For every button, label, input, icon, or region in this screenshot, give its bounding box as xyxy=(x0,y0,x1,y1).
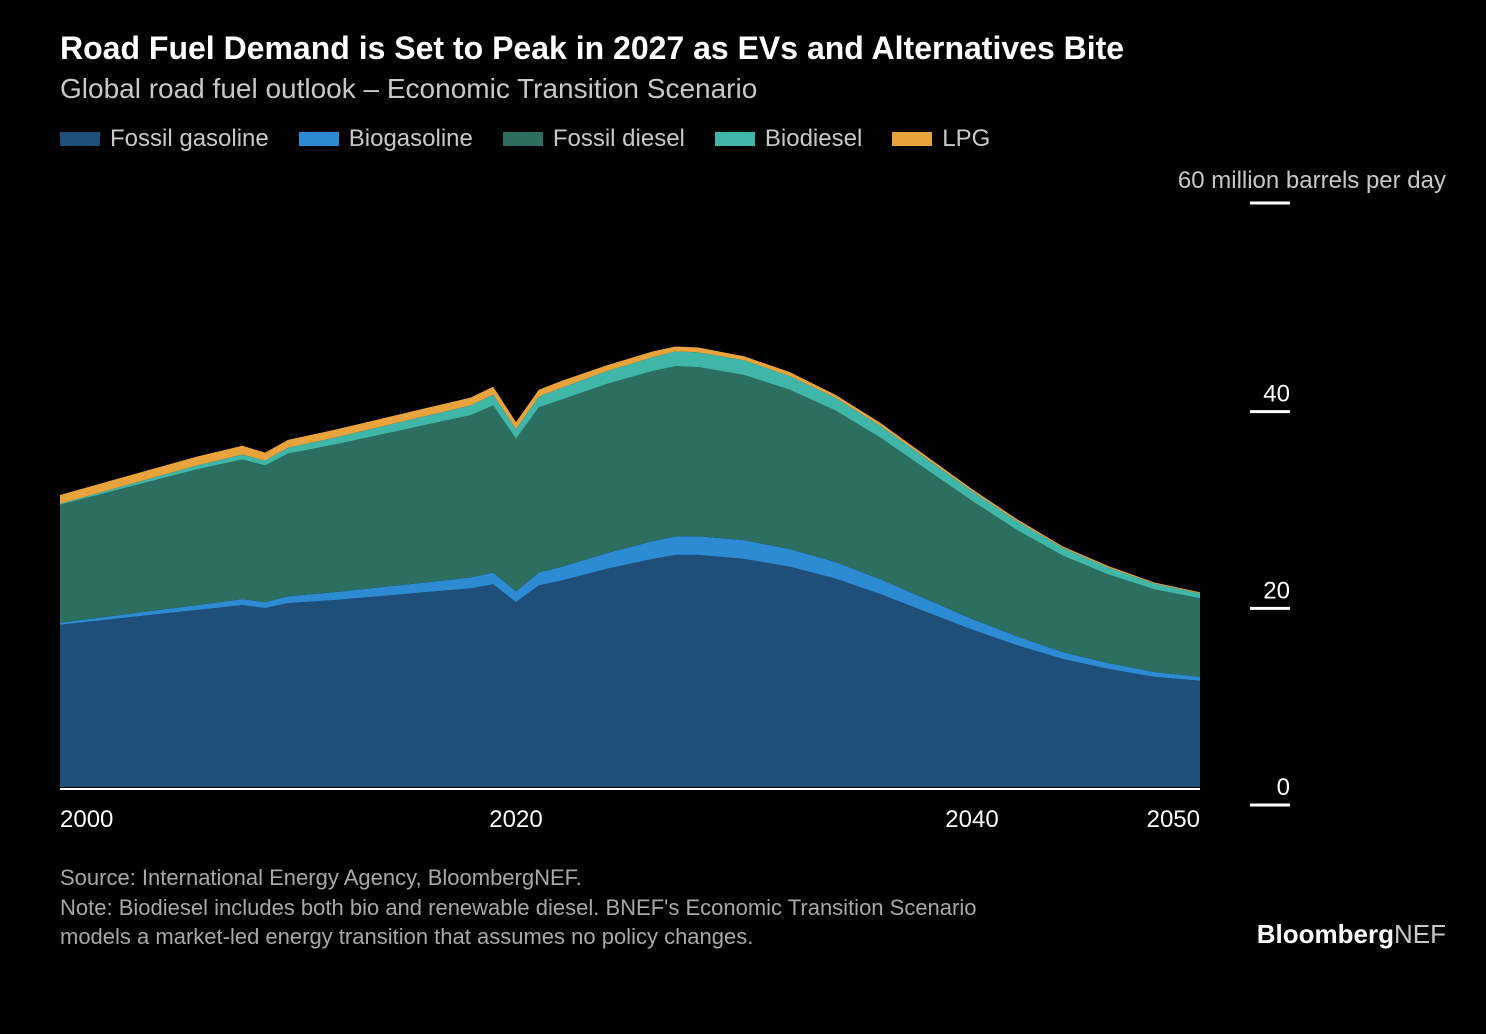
legend-swatch xyxy=(715,132,755,146)
brand-suffix: NEF xyxy=(1394,919,1446,949)
note-text-line2: models a market-led energy transition th… xyxy=(60,922,1446,952)
legend: Fossil gasoline Biogasoline Fossil diesel B… xyxy=(60,125,1446,153)
y-tick-label: 40 xyxy=(1263,381,1290,408)
legend-item-fossil-diesel: Fossil diesel xyxy=(503,125,685,153)
x-tick-label: 2050 xyxy=(1147,806,1200,833)
legend-item-lpg: LPG xyxy=(892,125,990,153)
x-tick-label: 2020 xyxy=(489,806,542,833)
legend-swatch xyxy=(299,132,339,146)
chart-subtitle: Global road fuel outlook – Economic Tran… xyxy=(60,73,1446,105)
legend-label: Fossil diesel xyxy=(553,125,685,153)
legend-swatch xyxy=(503,132,543,146)
note-text-line1: Note: Biodiesel includes both bio and re… xyxy=(60,893,1446,923)
x-tick-label: 2000 xyxy=(60,806,113,833)
y-tick-label: 0 xyxy=(1277,774,1290,801)
legend-label: Fossil gasoline xyxy=(110,125,269,153)
legend-label: Biogasoline xyxy=(349,125,473,153)
chart-footer: Source: International Energy Agency, Blo… xyxy=(60,863,1446,952)
source-text: Source: International Energy Agency, Blo… xyxy=(60,863,1446,893)
chart-title: Road Fuel Demand is Set to Peak in 2027 … xyxy=(60,30,1446,67)
legend-swatch xyxy=(892,132,932,146)
brand-logo: BloombergNEF xyxy=(1257,917,1446,952)
legend-swatch xyxy=(60,132,100,146)
chart-area: 200020202040205002040 xyxy=(60,197,1446,827)
legend-item-fossil-gasoline: Fossil gasoline xyxy=(60,125,269,153)
y-tick-label: 20 xyxy=(1263,577,1290,604)
legend-label: Biodiesel xyxy=(765,125,862,153)
y-axis-unit-label: 60 million barrels per day xyxy=(60,167,1446,195)
brand-bold: Bloomberg xyxy=(1257,919,1394,949)
legend-item-biogasoline: Biogasoline xyxy=(299,125,473,153)
x-tick-label: 2040 xyxy=(945,806,998,833)
legend-label: LPG xyxy=(942,125,990,153)
stacked-area-chart: 200020202040205002040 xyxy=(60,197,1410,837)
legend-item-biodiesel: Biodiesel xyxy=(715,125,862,153)
